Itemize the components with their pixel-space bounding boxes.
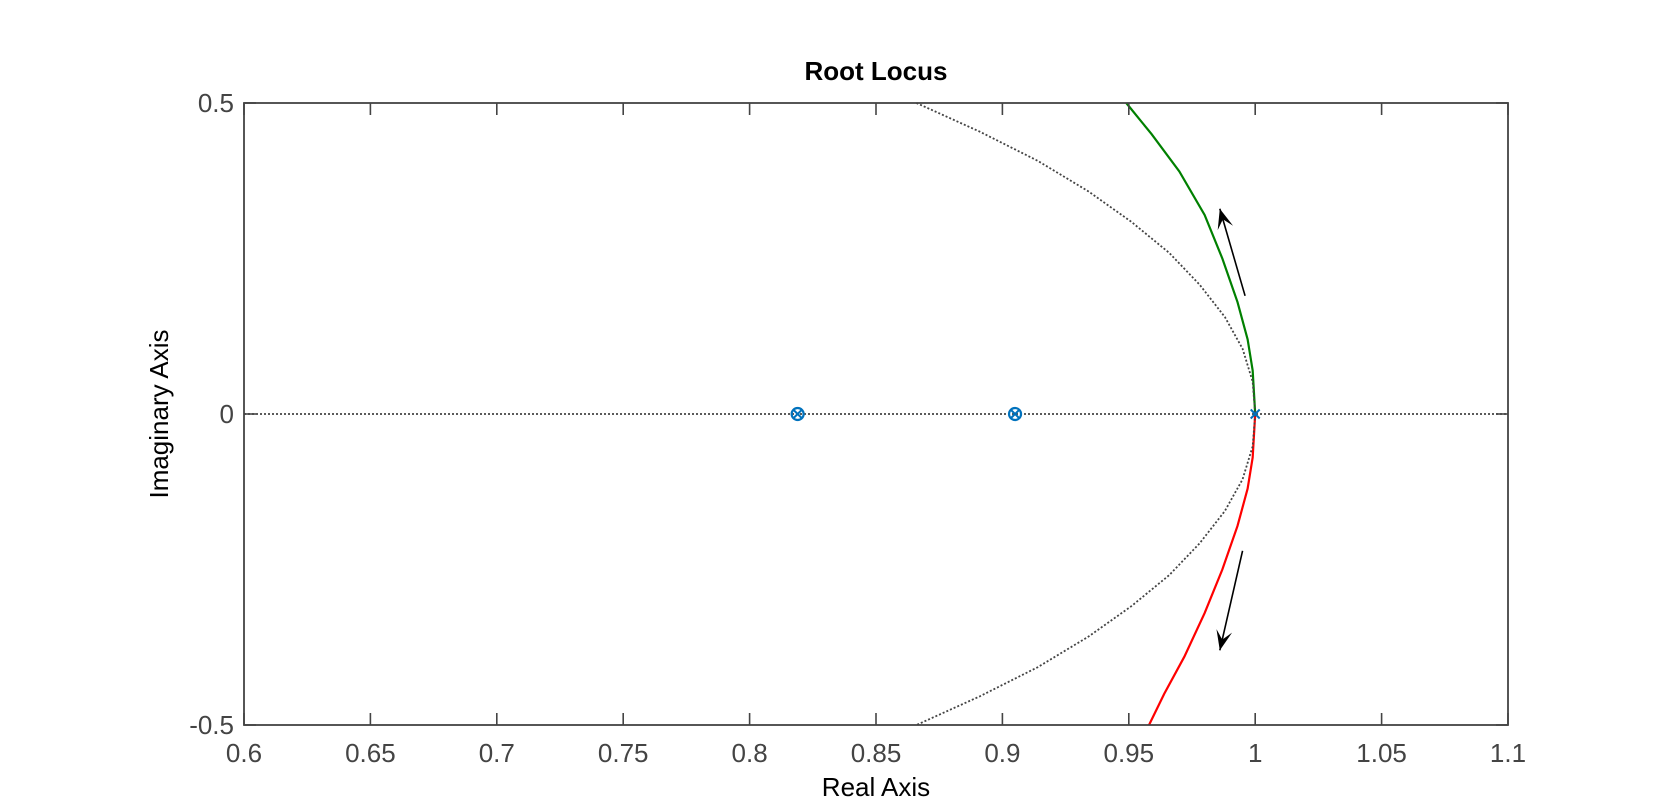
x-tick-label: 0.65 (345, 738, 396, 768)
direction-arrow-shaft-1 (1219, 550, 1244, 651)
x-tick-label: 1 (1248, 738, 1262, 768)
x-tick-label: 0.6 (226, 738, 262, 768)
y-tick-label: -0.5 (189, 710, 234, 740)
pole-marker-0 (792, 408, 803, 420)
chart-title: Root Locus (805, 56, 948, 86)
pole-marker-1 (1009, 408, 1021, 420)
x-tick-label: 0.9 (984, 738, 1020, 768)
x-tick-label: 0.8 (732, 738, 768, 768)
direction-arrow-shaft-0 (1219, 208, 1246, 297)
direction-arrow-head-0 (1217, 208, 1234, 231)
x-tick-label: 0.75 (598, 738, 649, 768)
y-tick-label: 0 (220, 399, 234, 429)
y-tick-label: 0.5 (198, 88, 234, 118)
pole-marker-2 (1249, 408, 1261, 420)
x-tick-label: 1.05 (1356, 738, 1407, 768)
locus-branch-line-1 (1148, 413, 1257, 726)
x-axis-label: Real Axis (822, 772, 930, 802)
zero-marker-1 (1007, 406, 1023, 422)
x-tick-label: 1.1 (1490, 738, 1526, 768)
zero-marker-0 (790, 406, 805, 422)
direction-arrow-head-1 (1216, 629, 1233, 651)
x-tick-label: 0.7 (479, 738, 515, 768)
y-axis-label: Imaginary Axis (144, 329, 174, 498)
x-tick-label: 0.85 (851, 738, 902, 768)
locus-branch-line-0 (1125, 102, 1257, 415)
x-tick-label: 0.95 (1103, 738, 1154, 768)
